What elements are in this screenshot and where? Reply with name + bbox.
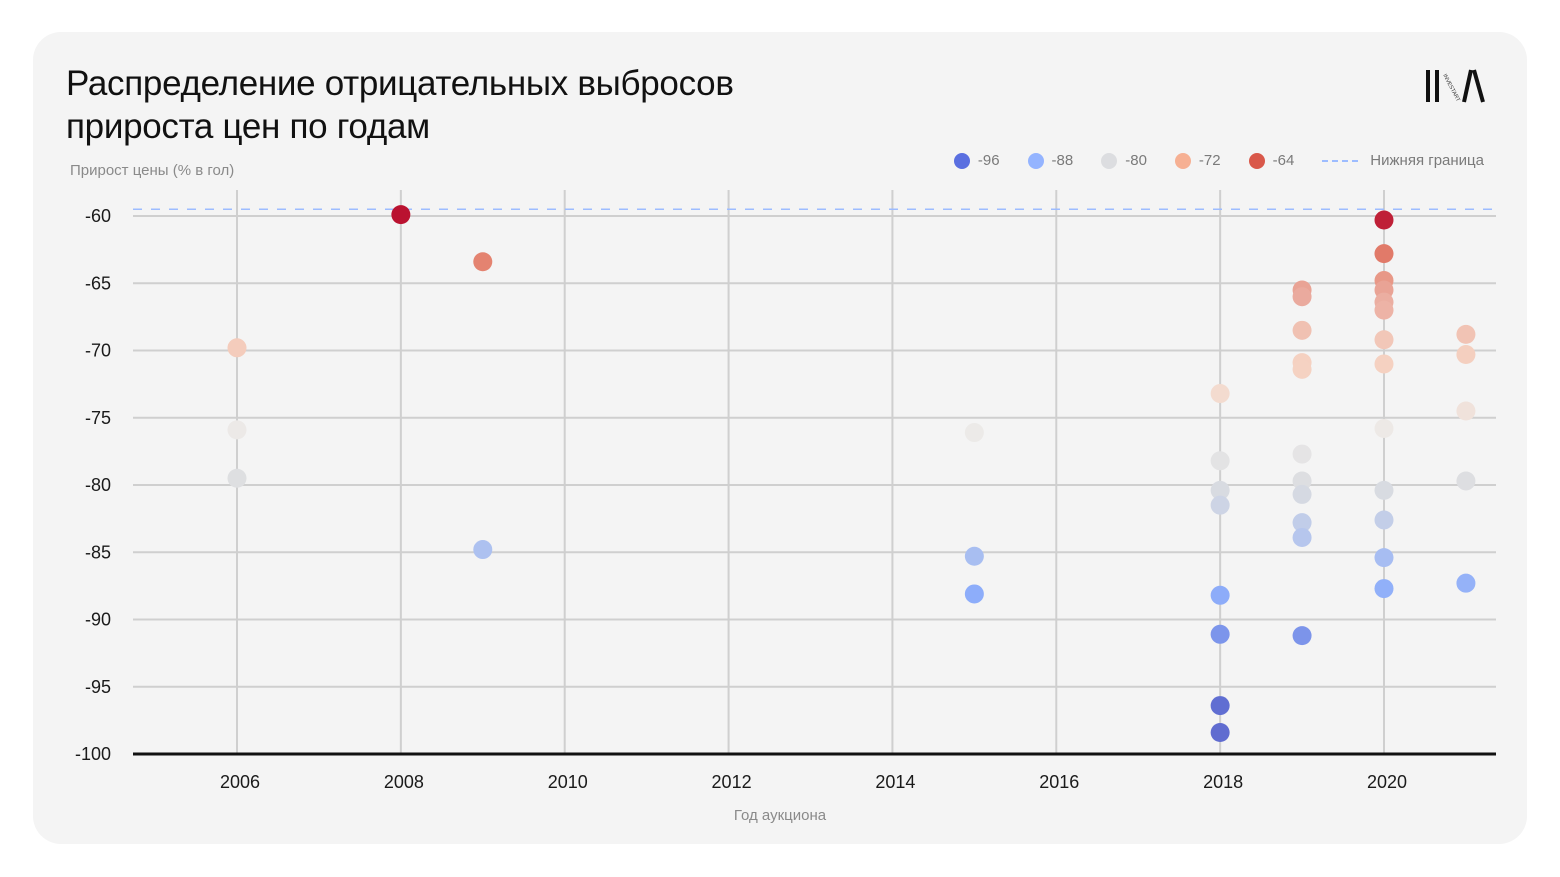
legend-item: -72 <box>1174 152 1221 169</box>
legend-label: -96 <box>977 152 1000 169</box>
x-tick-label: 2006 <box>220 772 260 792</box>
y-tick-label: -100 <box>75 744 111 764</box>
data-point <box>1292 527 1312 547</box>
legend-dot-icon <box>1027 152 1044 169</box>
y-tick-label: -70 <box>85 341 111 361</box>
legend-item: -80 <box>1101 152 1147 169</box>
dashed-line-icon <box>1322 159 1359 162</box>
y-tick-label: -80 <box>85 475 111 495</box>
chart-title-line-2: прироста цен по годам <box>66 107 430 146</box>
legend-dot-icon <box>953 152 970 169</box>
x-axis-label: Год аукциона <box>733 807 827 824</box>
y-tick-label: -75 <box>85 408 111 428</box>
data-point <box>473 540 493 560</box>
data-point <box>1210 384 1230 404</box>
data-point <box>227 338 247 358</box>
x-tick-label: 2008 <box>384 772 424 792</box>
y-tick-label: -65 <box>85 273 111 293</box>
data-point <box>1456 471 1476 491</box>
data-point <box>227 420 247 440</box>
data-point <box>1210 624 1230 644</box>
data-point <box>1374 244 1394 264</box>
brand-logo: INVESTART <box>1422 66 1488 106</box>
y-tick-label: -90 <box>85 610 111 630</box>
data-point <box>1292 484 1312 504</box>
legend-item: -64 <box>1248 152 1295 169</box>
data-point <box>473 252 493 272</box>
y-tick-label: -85 <box>85 542 111 562</box>
data-point <box>1292 444 1312 464</box>
data-point <box>1374 510 1394 530</box>
data-point <box>1210 480 1230 500</box>
chart-title-line-1: Распределение отрицательных выбросов <box>66 64 734 103</box>
legend-item: -88 <box>1027 152 1074 169</box>
data-point <box>1292 320 1312 340</box>
y-axis-label: Прирост цены (% в гол) <box>70 162 235 179</box>
legend-label: Нижняя граница <box>1370 152 1484 169</box>
data-point <box>1292 287 1312 307</box>
legend-label: -72 <box>1198 152 1221 169</box>
chart-title: Распределение отрицательных выбросов при… <box>66 62 966 148</box>
x-tick-label: 2012 <box>712 772 752 792</box>
legend-dot-icon <box>1248 152 1265 169</box>
y-tick-label: -95 <box>85 677 111 697</box>
legend-label: -88 <box>1051 152 1074 169</box>
data-point <box>1292 626 1312 646</box>
data-point <box>391 205 411 225</box>
data-point <box>1456 324 1476 344</box>
legend: -96 -88 -80 -72 -64 Нижняя граница <box>926 152 1484 169</box>
data-point <box>964 546 984 566</box>
data-point <box>1210 722 1230 742</box>
data-point <box>1210 495 1230 515</box>
data-point <box>1374 210 1394 230</box>
data-point <box>1292 513 1312 533</box>
data-point <box>1374 354 1394 374</box>
data-point <box>1374 579 1394 599</box>
data-point <box>1374 419 1394 439</box>
data-point <box>1292 471 1312 491</box>
data-point <box>964 423 984 443</box>
y-tick-label: -60 <box>85 206 111 226</box>
legend-label: -64 <box>1272 152 1295 169</box>
data-point <box>1210 451 1230 471</box>
data-point <box>1292 359 1312 379</box>
data-point <box>964 584 984 604</box>
x-tick-label: 2018 <box>1203 772 1243 792</box>
x-tick-label: 2016 <box>1039 772 1079 792</box>
legend-item: -96 <box>953 152 1000 169</box>
x-tick-label: 2010 <box>548 772 588 792</box>
data-point <box>1374 548 1394 568</box>
data-point <box>1456 345 1476 365</box>
data-point <box>1456 401 1476 421</box>
data-point <box>1374 300 1394 320</box>
chart-card <box>33 32 1527 844</box>
data-point <box>1456 573 1476 593</box>
legend-label: -80 <box>1125 152 1147 169</box>
x-tick-label: 2020 <box>1367 772 1407 792</box>
legend-item-threshold: Нижняя граница <box>1322 152 1484 169</box>
data-point <box>1210 696 1230 716</box>
data-point <box>1210 585 1230 605</box>
x-tick-label: 2014 <box>875 772 915 792</box>
data-point <box>1374 330 1394 350</box>
legend-dot-icon <box>1174 152 1191 169</box>
data-point <box>1374 480 1394 500</box>
legend-dot-icon <box>1101 152 1118 169</box>
data-point <box>227 468 247 488</box>
